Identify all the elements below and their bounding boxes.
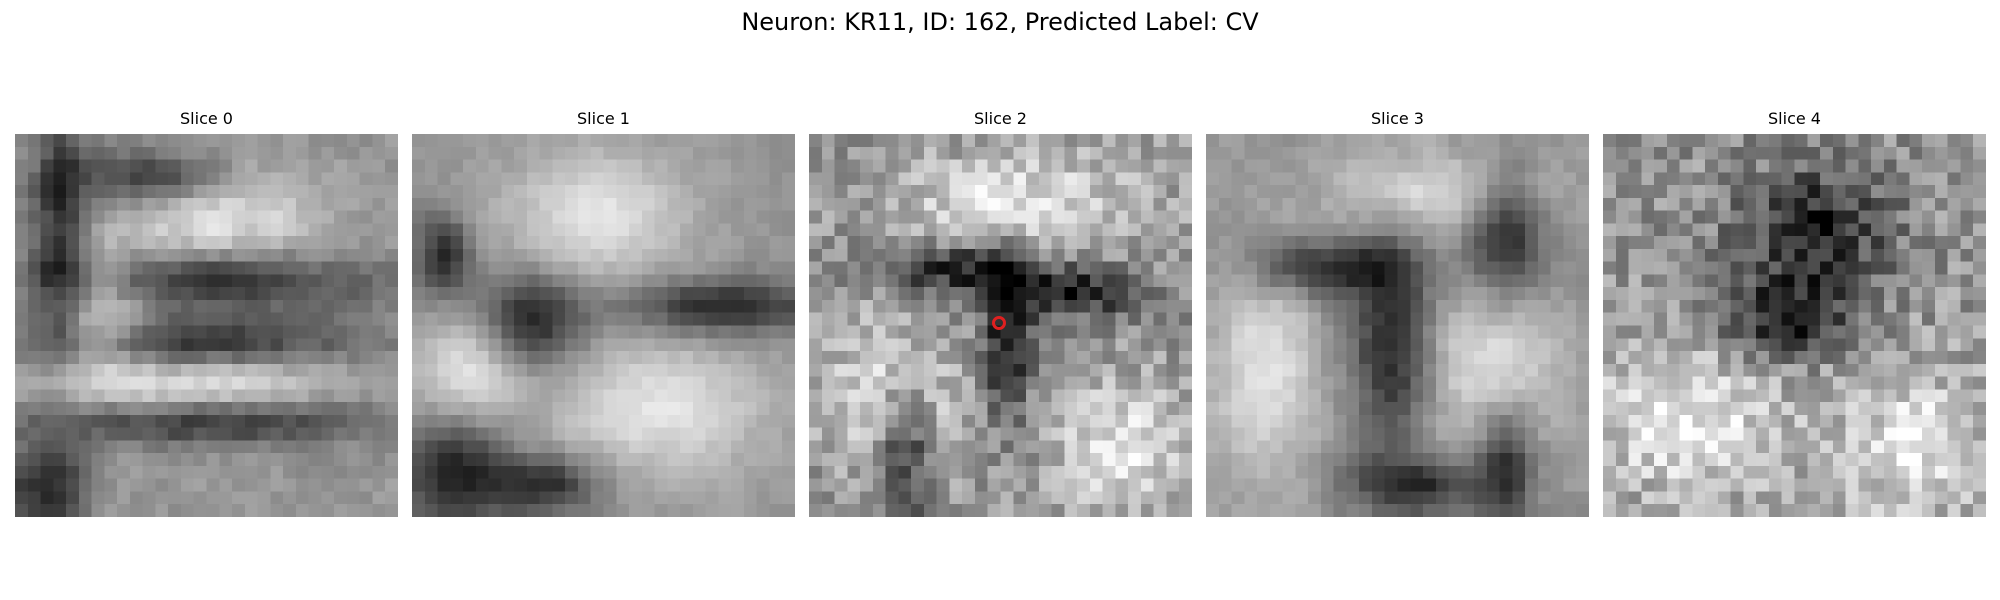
slice-image-3 [1206, 134, 1589, 517]
slice-panel-4: Slice 4 [1603, 108, 1986, 517]
slice-title-0: Slice 0 [180, 109, 233, 128]
slice-image-0 [15, 134, 398, 517]
slice-title-4: Slice 4 [1768, 109, 1821, 128]
slice-image-1 [412, 134, 795, 517]
slice-panel-2: Slice 2 [809, 108, 1192, 517]
slice-title-3: Slice 3 [1371, 109, 1424, 128]
center-marker [992, 316, 1006, 330]
slice-image-4 [1603, 134, 1986, 517]
slice-panel-1: Slice 1 [412, 108, 795, 517]
slice-panel-0: Slice 0 [15, 108, 398, 517]
slice-panel-3: Slice 3 [1206, 108, 1589, 517]
figure-title: Neuron: KR11, ID: 162, Predicted Label: … [741, 8, 1259, 36]
slice-title-1: Slice 1 [577, 109, 630, 128]
slice-title-2: Slice 2 [974, 109, 1027, 128]
